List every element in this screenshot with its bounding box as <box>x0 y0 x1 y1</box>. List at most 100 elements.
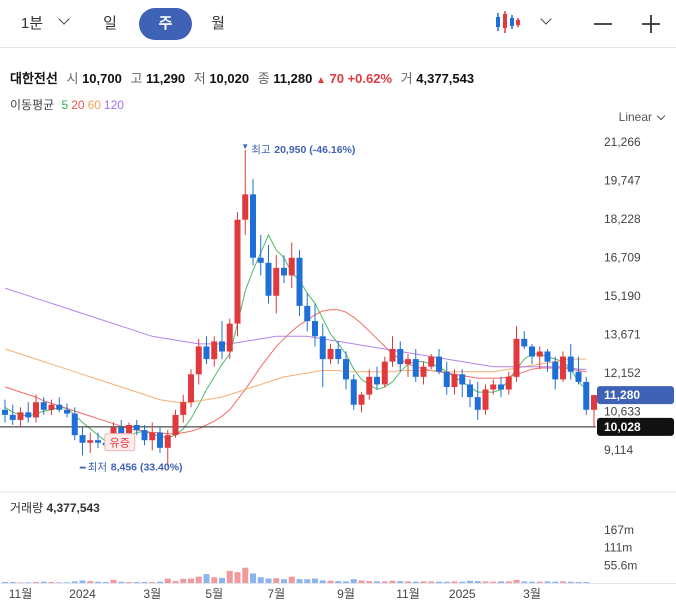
candle-body <box>265 262 272 296</box>
volume-bar <box>172 581 179 583</box>
moving-average-period-120: 120 <box>103 98 124 112</box>
period-tab-day[interactable]: 일 <box>103 15 117 32</box>
price-axis-tick-label: 19,747 <box>604 174 641 188</box>
moving-average-legend: 이동평균 5 20 60 120 <box>10 96 124 113</box>
volume-bar <box>102 582 109 583</box>
volume-bar <box>242 567 249 583</box>
moving-average-line-120 <box>4 287 587 370</box>
candle-body <box>467 384 473 398</box>
candle-body <box>48 404 55 410</box>
minus-icon[interactable] <box>592 13 614 35</box>
volume-bar <box>312 578 318 583</box>
volume-bar <box>412 581 419 583</box>
candle-body <box>288 257 295 276</box>
candle-body <box>397 348 404 365</box>
volume-bar <box>529 581 535 583</box>
moving-average-period-20: 20 <box>71 98 85 112</box>
candle-body <box>443 371 450 387</box>
volume-axis-tick-label: 55.6m <box>604 558 637 572</box>
stock-name: 대한전선 <box>10 71 58 86</box>
volume-bar <box>157 581 163 583</box>
volume-bar <box>405 581 411 583</box>
candlestick-icon[interactable] <box>493 10 521 34</box>
price-axis-tick-label: 10,633 <box>604 405 641 419</box>
volume-bar <box>33 582 39 583</box>
low-value: 10,020 <box>209 71 250 86</box>
candle-body <box>157 432 163 448</box>
volume-bar <box>474 581 481 583</box>
volume-axis-tick-label: 111m <box>604 541 632 555</box>
volume-bar <box>87 581 94 583</box>
change-value: 70 <box>329 71 344 86</box>
candle-body <box>560 356 566 380</box>
volume-bar <box>257 577 264 583</box>
candle-body <box>381 361 388 385</box>
candle-body <box>33 402 39 418</box>
high-marker-icon: ▼ <box>241 142 249 151</box>
high-value: 11,290 <box>146 71 186 86</box>
interval-select[interactable]: 1분 <box>20 15 44 32</box>
volume-bar <box>374 581 380 583</box>
candle-body <box>172 414 179 436</box>
high-label: 고 <box>130 71 143 86</box>
candle-body <box>40 402 47 410</box>
candle-body <box>335 348 342 360</box>
change-percent: +0.62% <box>347 71 393 86</box>
candle-body <box>591 395 597 410</box>
volume-bar <box>358 580 365 583</box>
volume-bar <box>40 581 47 583</box>
volume-bar <box>397 581 404 583</box>
volume-bar <box>118 581 125 583</box>
volume-bar <box>133 582 140 583</box>
candle-body <box>505 376 512 390</box>
open-value: 10,700 <box>82 71 122 86</box>
scale-select[interactable]: Linear <box>619 110 666 124</box>
low-marker-icon: ▬ <box>80 465 86 471</box>
plus-icon[interactable] <box>640 13 662 35</box>
period-tab-month[interactable]: 월 <box>211 15 225 32</box>
moving-average-period-5: 5 <box>61 98 69 112</box>
low-label: 저 <box>193 71 206 86</box>
candle-body <box>9 414 16 420</box>
volume-bar <box>575 582 582 583</box>
candle-body <box>552 361 559 380</box>
volume-bar <box>443 581 450 583</box>
candle-body <box>498 384 504 390</box>
volume-bar <box>366 581 373 583</box>
candle-body <box>133 425 140 431</box>
price-axis-tick-label: 18,228 <box>604 212 641 226</box>
open-label: 시 <box>66 71 79 86</box>
volume-bar <box>304 579 311 583</box>
x-axis-tick-label: 2024 <box>69 587 96 601</box>
volume-bar <box>521 581 528 583</box>
volume-bar <box>110 579 117 583</box>
period-tab-week[interactable]: 주 <box>139 8 192 40</box>
volume-bar <box>281 579 287 583</box>
up-triangle-icon: ▲ <box>315 75 326 86</box>
volume-bar <box>141 582 148 583</box>
candle-body <box>482 389 489 410</box>
volume-bar <box>211 577 218 583</box>
x-axis-tick-label: 9월 <box>337 587 355 601</box>
candle-body <box>319 336 326 360</box>
candle-body <box>436 356 442 372</box>
current-price-label: 11,280 <box>604 388 640 402</box>
x-axis-tick-label: 11월 <box>396 587 420 601</box>
candle-body <box>490 384 497 390</box>
volume-bar <box>498 581 504 583</box>
candle-body <box>304 305 311 322</box>
moving-average-period-60: 60 <box>87 98 101 112</box>
volume-bar <box>467 580 473 583</box>
candle-body <box>513 338 520 377</box>
volume-title-label: 거래량 <box>10 501 44 515</box>
candle-body <box>257 257 264 263</box>
volume-bar <box>552 581 559 583</box>
chart-toolbar: 1분 일 주 월 <box>0 0 676 48</box>
volume-bar <box>343 581 349 583</box>
volume-bar <box>56 582 63 583</box>
candle-body <box>87 440 94 443</box>
volume-title-value: 4,377,543 <box>46 501 100 515</box>
candle-body <box>164 435 171 448</box>
price-axis-tick-label: 13,671 <box>604 328 641 342</box>
